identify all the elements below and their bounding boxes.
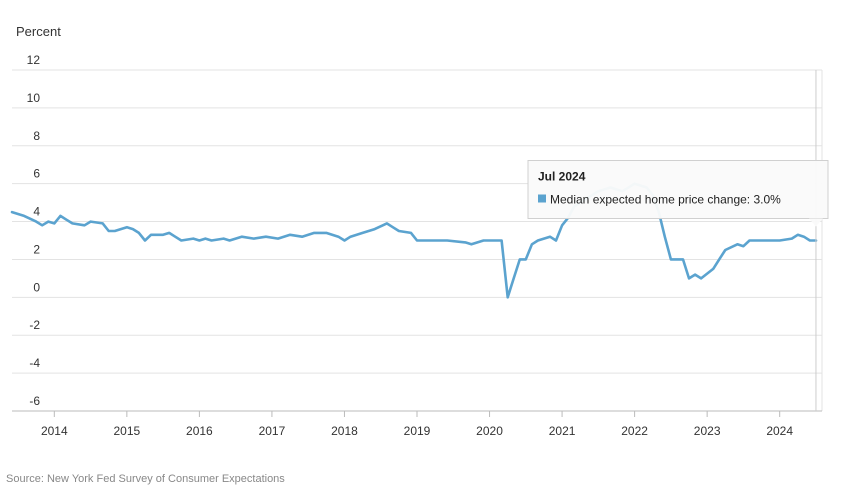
y-axis-title: Percent bbox=[16, 24, 61, 39]
source-note: Source: New York Fed Survey of Consumer … bbox=[6, 473, 285, 485]
x-tick-label: 2016 bbox=[186, 424, 213, 438]
y-tick-label: 4 bbox=[33, 205, 40, 219]
y-tick-label: -6 bbox=[29, 394, 40, 408]
y-tick-label: 0 bbox=[33, 280, 40, 294]
y-tick-label: 12 bbox=[27, 53, 41, 67]
y-tick-label: -2 bbox=[29, 318, 40, 332]
tooltip-series-label: Median expected home price change: 3.0% bbox=[550, 193, 781, 207]
x-axis-ticks: 2014 2015 2016 2017 2018 2019 2020 2021 2022 2023… bbox=[41, 411, 793, 438]
tooltip-title: Jul 2024 bbox=[538, 170, 586, 184]
tooltip-box bbox=[527, 160, 829, 219]
x-tick-label: 2019 bbox=[404, 424, 431, 438]
series-line bbox=[10, 182, 818, 299]
x-tick-label: 2014 bbox=[41, 424, 68, 438]
series-group bbox=[10, 182, 818, 299]
y-tick-label: 10 bbox=[27, 91, 41, 105]
x-tick-label: 2017 bbox=[259, 424, 286, 438]
x-tick-label: 2024 bbox=[766, 424, 793, 438]
gridlines bbox=[12, 69, 823, 412]
tooltip-series-swatch bbox=[538, 194, 546, 203]
y-tick-label: -4 bbox=[29, 356, 40, 370]
tooltip: Jul 2024 Median expected home price chan… bbox=[527, 70, 829, 411]
x-tick-label: 2020 bbox=[476, 424, 503, 438]
tooltip-pointer bbox=[808, 218, 823, 227]
x-tick-label: 2021 bbox=[549, 424, 576, 438]
y-axis-ticks: 12 10 8 6 4 2 0 -2 -4 -6 bbox=[27, 53, 41, 408]
y-tick-label: 2 bbox=[33, 242, 40, 256]
x-tick-label: 2022 bbox=[621, 424, 648, 438]
x-tick-label: 2015 bbox=[113, 424, 140, 438]
y-tick-label: 8 bbox=[33, 129, 40, 143]
x-tick-label: 2023 bbox=[694, 424, 721, 438]
x-tick-label: 2018 bbox=[331, 424, 358, 438]
y-tick-label: 6 bbox=[33, 167, 40, 181]
